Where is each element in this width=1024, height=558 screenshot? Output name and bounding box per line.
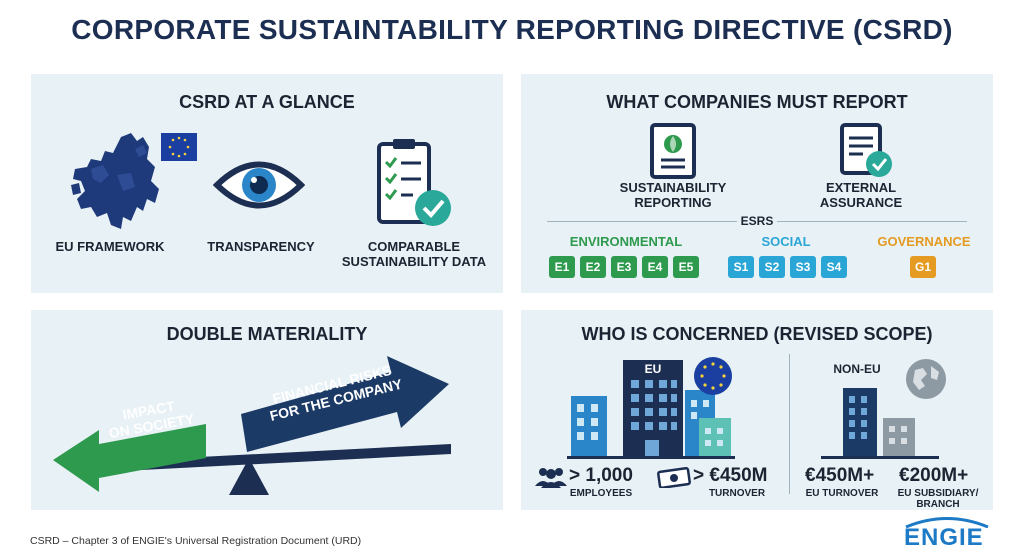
report-panel: WHAT COMPANIES MUST REPORT SUSTAINABILIT… [521,74,993,293]
esrs-e4: E4 [642,256,668,278]
esrs-e2: E2 [580,256,606,278]
clipboard-check-icon [377,139,451,226]
subsidiary-value: €200M+ [899,465,969,486]
sustainability-reporting-label: SUSTAINABILITY REPORTING [619,180,727,210]
esrs-e5: E5 [673,256,699,278]
transparency-label: TRANSPARENCY [207,239,315,254]
impact-arrow [53,424,206,492]
non-eu-buildings-icon [821,388,939,459]
social-label: SOCIAL [761,234,811,249]
materiality-diagram [53,356,451,495]
governance-label: GOVERNANCE [877,234,971,249]
materiality-title: DOUBLE MATERIALITY [166,324,368,344]
fulcrum-icon [229,458,269,495]
eu-flag-icon [694,357,732,395]
sustainability-report-icon [650,123,696,179]
eu-tag: EU [644,362,662,376]
esrs-s4: S4 [821,256,847,278]
esrs-label: ESRS [737,214,777,228]
eu-framework-label: EU FRAMEWORK [55,239,165,254]
subsidiary-label: EU SUBSIDIARY/ BRANCH [897,488,979,510]
esrs-e3: E3 [611,256,637,278]
page-title: CORPORATE SUSTAINTABILITY REPORTING DIRE… [71,14,953,45]
logo-swoosh-icon [905,517,989,528]
esrs-e1: E1 [549,256,575,278]
footer-source: CSRD – Chapter 3 of ENGIE's Universal Re… [30,535,362,547]
employees-label: EMPLOYEES [569,488,633,499]
report-title: WHAT COMPANIES MUST REPORT [606,92,908,112]
glance-panel: CSRD AT A GLANCE EU FRAMEWORK TRANSPAREN… [31,74,503,293]
scope-divider [789,354,790,494]
environmental-label: ENVIRONMENTAL [569,234,683,249]
people-icon [535,468,567,488]
turnover-value: > €450M [693,465,768,486]
eu-buildings-icon [567,360,735,459]
money-icon [657,466,691,488]
financial-arrow [241,356,449,452]
external-assurance-icon [840,123,892,177]
external-assurance-label: EXTERNAL ASSURANCE [819,180,903,210]
eu-turnover-value: €450M+ [805,465,875,486]
glance-title: CSRD AT A GLANCE [179,92,355,112]
non-eu-tag: NON-EU [833,362,881,376]
esrs-s1: S1 [728,256,754,278]
eu-map-icon [71,133,197,229]
materiality-panel: DOUBLE MATERIALITY IMPACT ON SOCIETY FIN… [31,310,503,510]
scope-panel: WHO IS CONCERNED (REVISED SCOPE) EU [521,310,993,510]
eye-icon [213,161,305,209]
scope-title: WHO IS CONCERNED (REVISED SCOPE) [581,324,933,344]
esrs-s2: S2 [759,256,785,278]
engie-logo: ENGIE [904,517,989,552]
esrs-s3: S3 [790,256,816,278]
globe-icon [906,359,946,399]
comparable-data-label: COMPARABLE SUSTAINABILITY DATA [341,239,487,269]
employees-value: > 1,000 [569,465,633,486]
esrs-g1: G1 [910,256,936,278]
turnover-label: TURNOVER [708,488,766,499]
eu-turnover-label: EU TURNOVER [805,488,879,499]
